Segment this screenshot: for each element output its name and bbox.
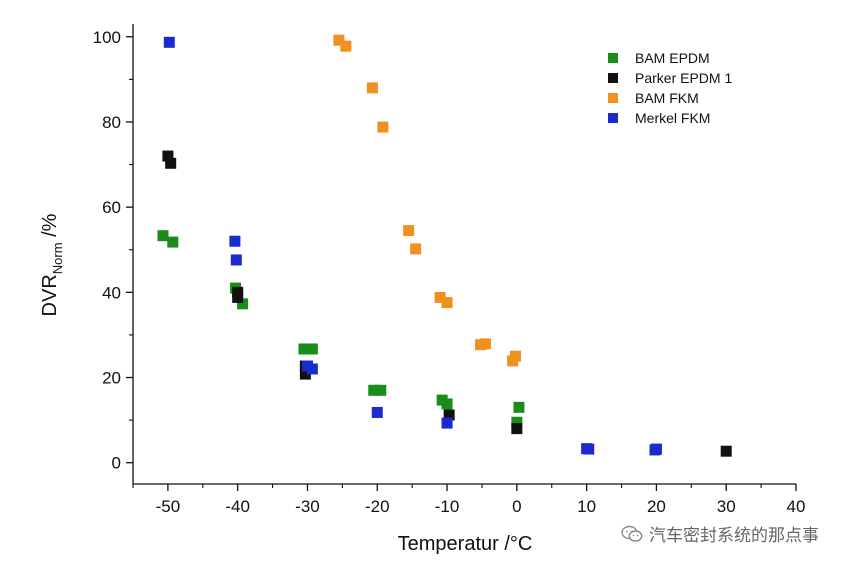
legend-label: BAM EPDM — [635, 50, 710, 66]
data-point — [237, 298, 249, 310]
x-tick-label: 10 — [577, 497, 596, 516]
data-point — [509, 350, 521, 362]
legend-swatch — [608, 113, 618, 123]
data-point — [371, 406, 383, 418]
legend-swatch — [608, 53, 618, 63]
axes: -50 -40 -30 -20 -10 0 10 20 30 40 0 20 40 60 80 100 — [93, 24, 806, 516]
data-point — [368, 384, 380, 396]
legend-swatch — [608, 73, 618, 83]
legend-label: BAM FKM — [635, 90, 699, 106]
data-point — [443, 409, 455, 421]
x-tick-label: -10 — [435, 497, 460, 516]
x-tick-label: -30 — [295, 497, 320, 516]
x-tick-label: -50 — [156, 497, 181, 516]
data-point — [299, 368, 311, 380]
data-point — [162, 150, 174, 162]
data-point — [232, 291, 244, 303]
data-point — [163, 36, 175, 48]
y-axis-title-suffix: /% — [39, 213, 61, 242]
data-point — [230, 254, 242, 266]
data-point — [306, 343, 318, 355]
data-point — [511, 416, 523, 428]
data-point — [441, 398, 453, 410]
legend: BAM EPDM Parker EPDM 1 BAM FKM Merkel FKM — [608, 50, 732, 126]
data-point — [167, 236, 179, 248]
data-point — [513, 401, 525, 413]
x-tick-label: 40 — [787, 497, 806, 516]
data-point — [229, 235, 241, 247]
x-tick-label: 20 — [647, 497, 666, 516]
y-axis-title-main: DVR — [39, 274, 61, 316]
legend-label: Merkel FKM — [635, 110, 710, 126]
data-point — [377, 121, 389, 133]
data-point — [157, 230, 169, 242]
watermark-text: 汽车密封系统的那点事 — [649, 526, 819, 546]
data-point — [306, 363, 318, 375]
data-points — [157, 34, 732, 457]
watermark: 汽车密封系统的那点事 — [621, 521, 819, 546]
data-point — [434, 291, 446, 303]
data-point — [720, 445, 732, 457]
data-point — [479, 338, 491, 350]
data-point — [165, 157, 177, 169]
x-tick-label: 30 — [717, 497, 736, 516]
series-bam-epdm — [157, 230, 525, 428]
data-point — [441, 297, 453, 309]
x-tick-label: 0 — [512, 497, 521, 516]
data-point — [441, 417, 453, 429]
y-tick-label: 100 — [93, 28, 121, 47]
x-tick-label: -20 — [365, 497, 390, 516]
y-tick-label: 80 — [102, 113, 121, 132]
x-axis-title: Temperatur /°C — [398, 533, 533, 555]
data-point — [366, 82, 378, 94]
x-tick-label: -40 — [225, 497, 250, 516]
data-point — [298, 343, 310, 355]
wechat-icon — [621, 525, 643, 542]
data-point — [583, 443, 595, 455]
y-tick-label: 0 — [112, 454, 121, 473]
series-merkel-fkm — [163, 36, 662, 456]
data-point — [333, 34, 345, 46]
y-tick-label: 60 — [102, 198, 121, 217]
data-point — [375, 384, 387, 396]
data-point — [511, 423, 523, 435]
data-point — [340, 40, 352, 52]
legend-label: Parker EPDM 1 — [635, 70, 732, 86]
y-tick-label: 20 — [102, 369, 121, 388]
legend-swatch — [608, 93, 618, 103]
data-point — [410, 243, 422, 255]
data-point — [403, 225, 415, 237]
data-point — [650, 443, 662, 455]
y-tick-label: 40 — [102, 283, 121, 302]
series-bam-fkm — [333, 34, 521, 367]
y-axis-title: DVRNorm /% — [39, 213, 65, 316]
y-axis-title-subscript: Norm — [50, 242, 65, 274]
